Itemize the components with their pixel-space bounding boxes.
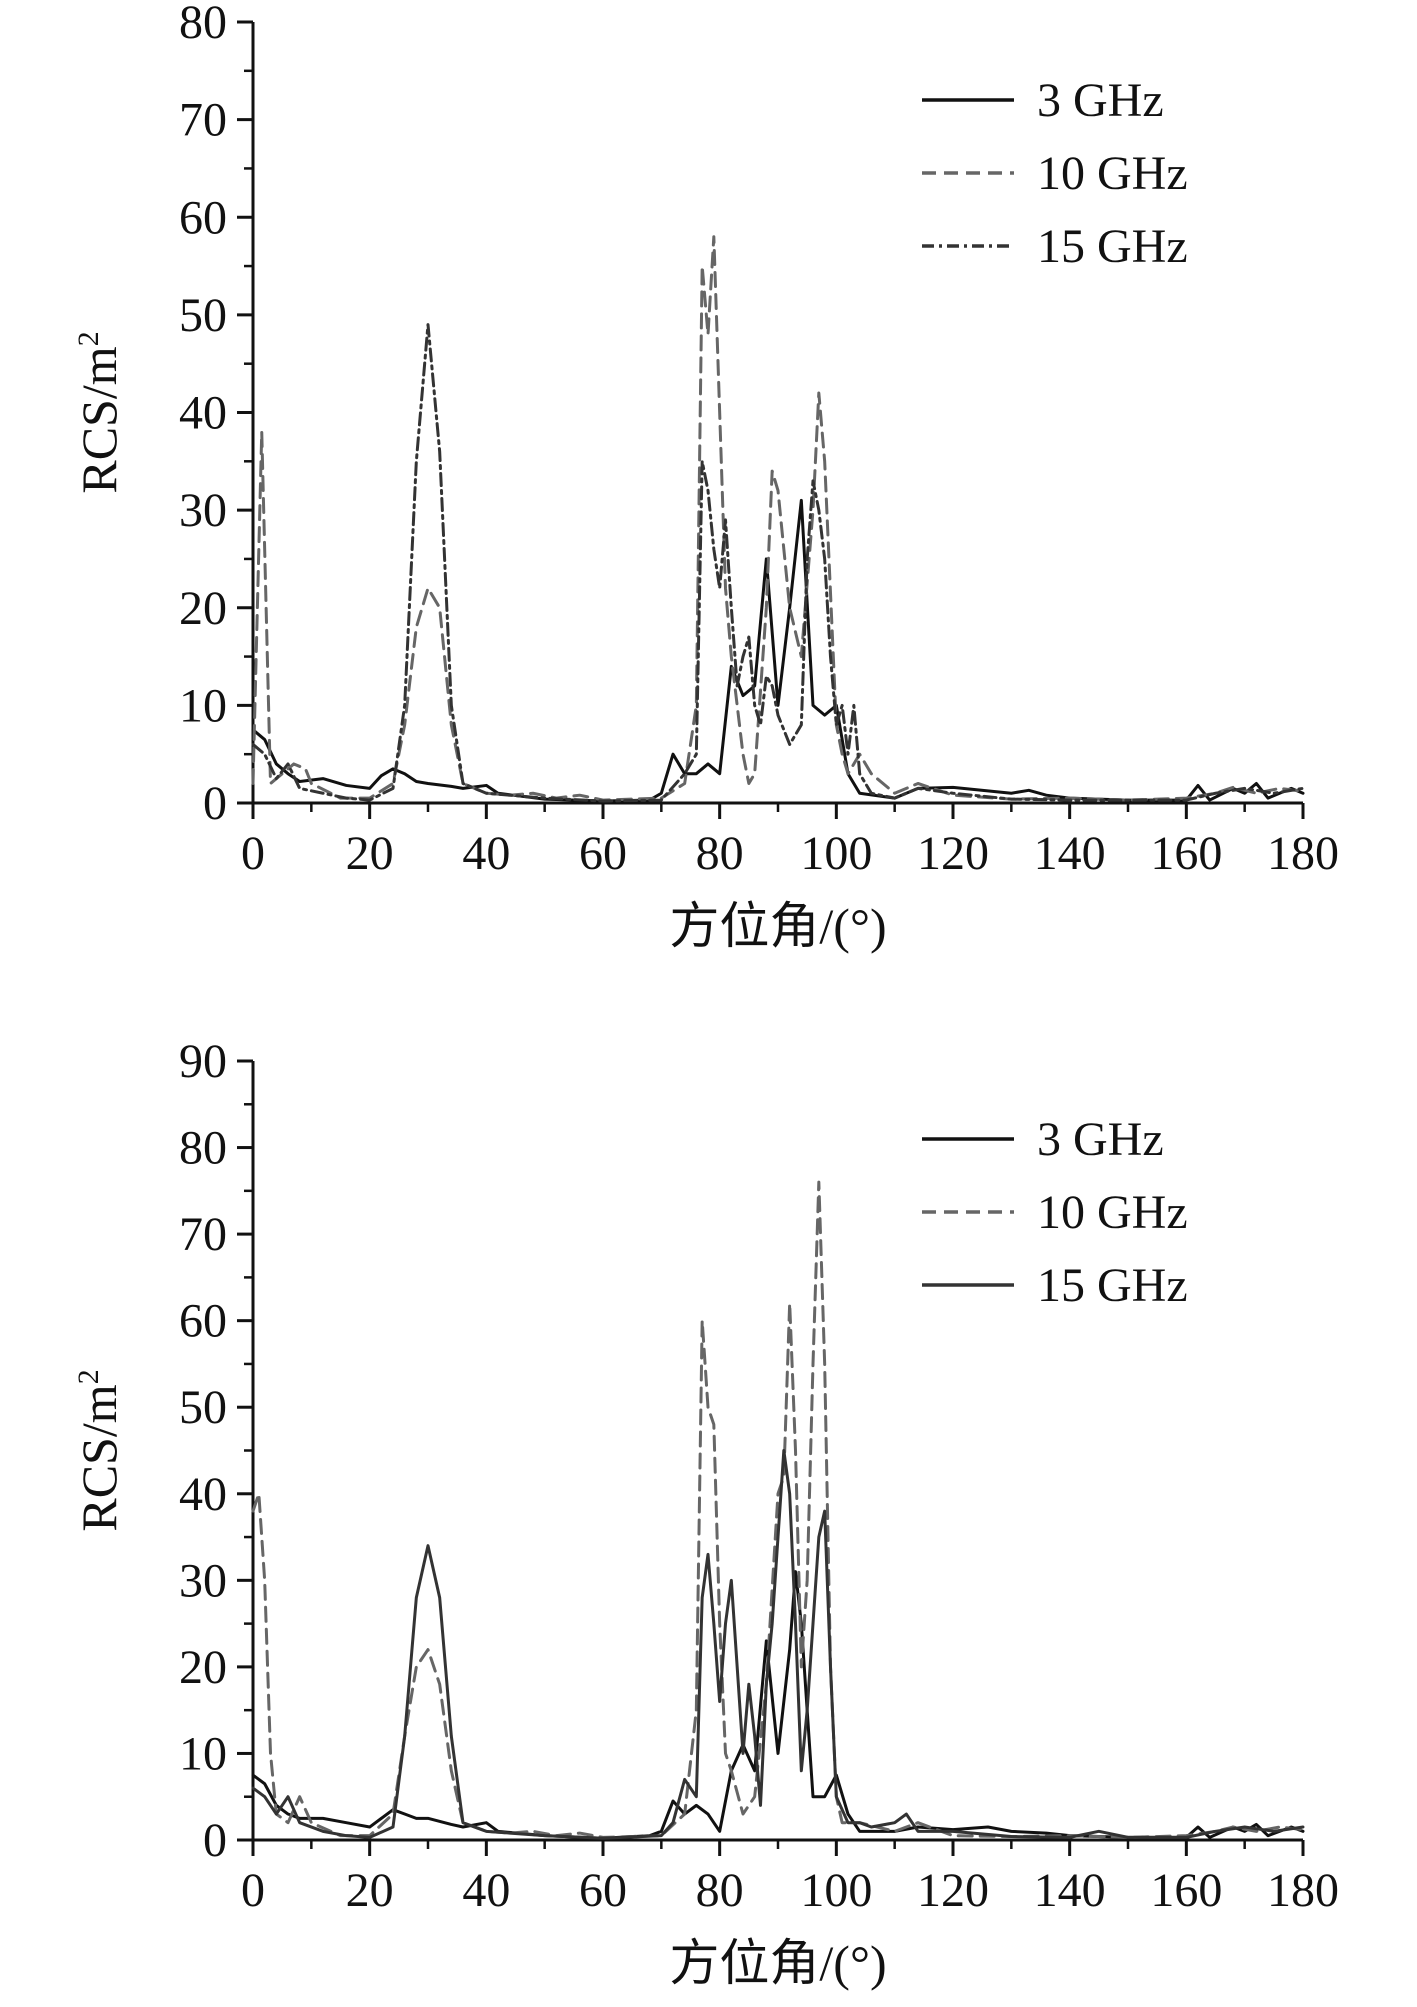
- chart-1-y-tick-label: 50: [179, 289, 227, 342]
- chart-2-y-tick-label: 0: [203, 1814, 227, 1867]
- chart-1-y-axis-label: RCS/m2: [71, 331, 127, 493]
- chart-2-y-tick-label: 30: [179, 1554, 227, 1607]
- chart-2-y-tick-label: 10: [179, 1727, 227, 1780]
- chart-2-x-tick-label: 180: [1267, 1864, 1339, 1917]
- chart-2-legend-label-2: 10 GHz: [1037, 1186, 1188, 1239]
- chart-2-x-tick-label: 140: [1034, 1864, 1106, 1917]
- chart-2-x-tick-label: 120: [917, 1864, 989, 1917]
- chart-1-x-tick-label: 100: [800, 827, 872, 880]
- chart-2-y-tick-label: 80: [179, 1122, 227, 1175]
- chart-2-x-tick-label: 0: [241, 1864, 265, 1917]
- chart-1-legend-label-2: 10 GHz: [1037, 147, 1188, 200]
- chart-1-x-tick-label: 40: [462, 827, 510, 880]
- chart-1-x-tick-label: 20: [346, 827, 394, 880]
- chart-2-y-tick-label: 60: [179, 1295, 227, 1348]
- chart-1-y-tick-label: 10: [179, 679, 227, 732]
- chart-1-y-tick-label: 20: [179, 582, 227, 635]
- chart-1: 0 10 20 30 40 50 60 70 80 0 20 40 60 80 100 120 140 160 18…: [71, 0, 1339, 954]
- chart-2: 0 10 20 30 40 50 60 70 80 90 0 20 40 60 80 100 120 140 160…: [71, 1035, 1339, 1991]
- chart-1-y-tick-label: 70: [179, 94, 227, 147]
- chart-2-y-axis-label: RCS/m2: [71, 1369, 127, 1531]
- chart-1-y-tick-label: 0: [203, 777, 227, 830]
- chart-1-y-axis-label-main: RCS/m: [71, 346, 127, 493]
- chart-1-y-tick-label: 30: [179, 484, 227, 537]
- chart-1-y-axis-label-superscript: 2: [72, 331, 105, 346]
- chart-1-y-tick-label: 40: [179, 387, 227, 440]
- chart-2-y-tick-label: 70: [179, 1208, 227, 1261]
- chart-2-y-tick-label: 20: [179, 1641, 227, 1694]
- chart-1-legend-label-1: 3 GHz: [1037, 74, 1164, 127]
- chart-1-legend-label-3: 15 GHz: [1037, 220, 1188, 273]
- chart-2-x-tick-label: 100: [800, 1864, 872, 1917]
- chart-1-y-tick-label: 60: [179, 191, 227, 244]
- chart-2-y-tick-label: 90: [179, 1035, 227, 1088]
- chart-1-x-tick-label: 60: [579, 827, 627, 880]
- chart-1-x-axis-label: 方位角/(°): [669, 898, 886, 954]
- chart-2-y-tick-label: 40: [179, 1468, 227, 1521]
- chart-1-x-tick-label: 80: [696, 827, 744, 880]
- chart-2-legend-label-1: 3 GHz: [1037, 1113, 1164, 1166]
- chart-2-y-axis-label-main: RCS/m: [71, 1384, 127, 1531]
- chart-2-series-1-line: [251, 1570, 1305, 1840]
- chart-2-x-axis-label: 方位角/(°): [669, 1935, 886, 1991]
- chart-1-x-tick-label: 140: [1034, 827, 1106, 880]
- chart-2-x-tick-label: 80: [696, 1864, 744, 1917]
- chart-2-x-tick-label: 160: [1150, 1864, 1222, 1917]
- chart-2-x-tick-label: 20: [346, 1864, 394, 1917]
- chart-2-legend-label-3: 15 GHz: [1037, 1259, 1188, 1312]
- chart-2-x-tick-label: 60: [579, 1864, 627, 1917]
- chart-1-series-3-line: [251, 323, 1305, 803]
- chart-2-y-tick-label: 50: [179, 1381, 227, 1434]
- chart-1-x-tick-label: 0: [241, 827, 265, 880]
- chart-2-series-2-line: [251, 1180, 1305, 1839]
- chart-1-series-2-line: [251, 235, 1305, 802]
- chart-1-x-tick-label: 180: [1267, 827, 1339, 880]
- chart-2-x-tick-label: 40: [462, 1864, 510, 1917]
- chart-1-x-tick-label: 160: [1150, 827, 1222, 880]
- chart-1-x-tick-label: 120: [917, 827, 989, 880]
- chart-2-series-3-line: [251, 1449, 1305, 1840]
- chart-1-series-1-line: [251, 498, 1305, 803]
- chart-2-y-axis-label-superscript: 2: [72, 1369, 105, 1384]
- chart-1-y-tick-label: 80: [179, 0, 227, 49]
